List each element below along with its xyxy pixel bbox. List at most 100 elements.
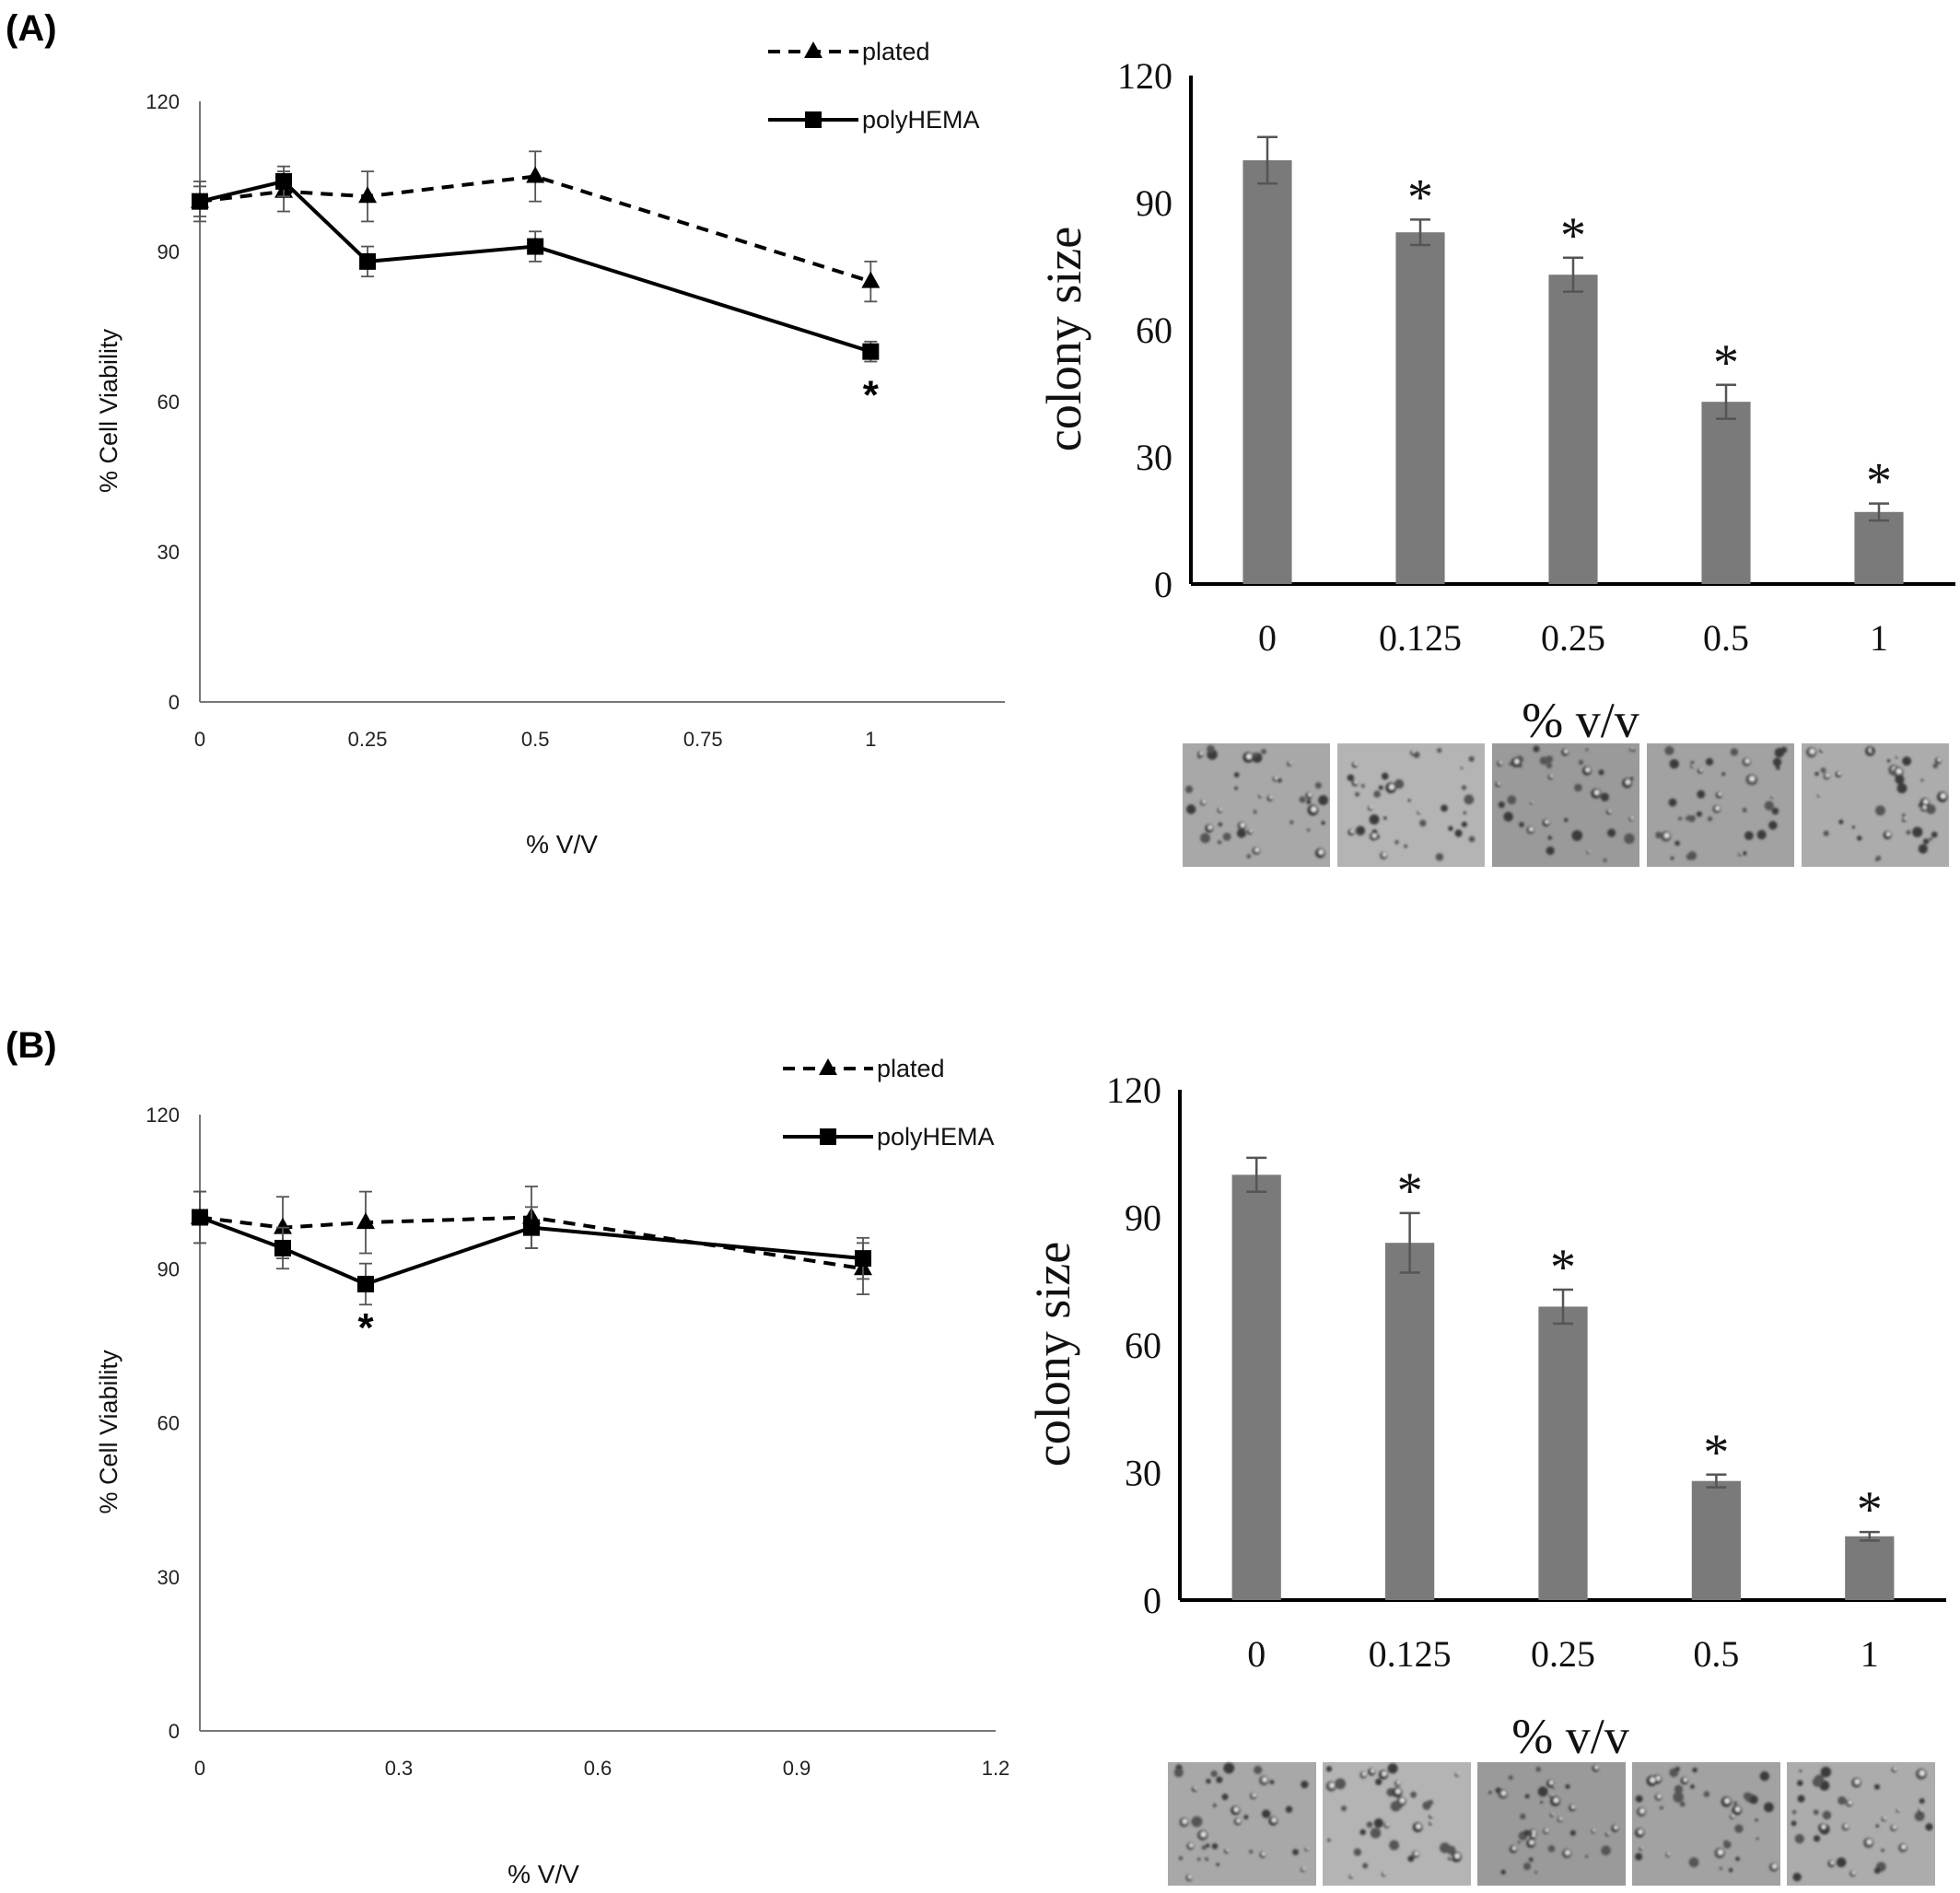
cell xyxy=(1598,769,1604,776)
cell xyxy=(1249,1849,1254,1854)
cell xyxy=(1791,1820,1797,1827)
cell-highlight xyxy=(1838,771,1841,776)
cell-highlight xyxy=(1318,849,1324,855)
cell xyxy=(1463,811,1467,815)
panel-b-label: (B) xyxy=(6,1025,57,1066)
cell xyxy=(1407,1855,1415,1863)
cell-highlight xyxy=(1531,801,1534,803)
cell xyxy=(1791,1809,1797,1815)
cell xyxy=(1366,1821,1373,1829)
cell xyxy=(1675,1766,1680,1771)
cell-highlight xyxy=(1529,826,1534,832)
cell-highlight xyxy=(1655,1776,1661,1782)
cell-highlight xyxy=(1896,768,1902,775)
cell-highlight xyxy=(1236,1818,1241,1823)
micrograph-cells xyxy=(1495,745,1636,862)
cell xyxy=(1759,1770,1770,1782)
cell-highlight xyxy=(1896,755,1899,757)
cell xyxy=(1629,777,1634,781)
cell-highlight xyxy=(1718,1849,1723,1855)
cell-highlight xyxy=(1937,757,1942,762)
cell xyxy=(1673,1792,1684,1803)
cell xyxy=(1742,851,1747,856)
y-axis-label: % Cell Viability xyxy=(95,1350,122,1514)
cell xyxy=(1534,1870,1538,1874)
cell-highlight xyxy=(1269,796,1273,800)
cell-highlight xyxy=(1588,850,1591,853)
x-tick-label: 1 xyxy=(1870,617,1888,659)
cell xyxy=(1373,790,1381,798)
cell xyxy=(1205,1843,1210,1848)
cell xyxy=(1488,1791,1492,1794)
cell xyxy=(1207,744,1215,754)
cell xyxy=(1373,1817,1383,1829)
cell xyxy=(1233,772,1240,777)
cell xyxy=(1269,1780,1275,1785)
x-tick-label: 0 xyxy=(194,728,205,751)
cell xyxy=(1822,1810,1832,1820)
cell xyxy=(1707,816,1713,822)
cell xyxy=(1185,804,1196,814)
cell xyxy=(1723,1840,1728,1844)
y-tick-label: 90 xyxy=(158,1257,180,1280)
cell xyxy=(1696,811,1702,817)
cell-highlight xyxy=(1551,1813,1555,1816)
cell xyxy=(1670,856,1674,860)
significance-marker: * xyxy=(1397,1163,1423,1220)
cell xyxy=(1655,831,1662,839)
cell xyxy=(1422,1801,1431,1810)
cell xyxy=(1419,819,1427,827)
cell-highlight xyxy=(1549,1780,1554,1785)
cell xyxy=(1730,748,1739,756)
cell-highlight xyxy=(1772,795,1774,798)
micrograph-cells xyxy=(1488,1764,1619,1875)
cell-highlight xyxy=(1418,811,1421,813)
cell xyxy=(1243,1814,1249,1820)
cell-highlight xyxy=(1692,764,1695,767)
data-point-square xyxy=(523,1219,540,1236)
cell xyxy=(1234,786,1238,790)
cell-highlight xyxy=(1311,806,1317,812)
cell xyxy=(1340,1805,1348,1812)
cell-highlight xyxy=(1545,1829,1549,1832)
cell-highlight xyxy=(1202,800,1206,804)
cell-highlight xyxy=(1663,833,1670,838)
panel-b-bar-chart: 0 30 60 90 120 0 0.125 * 0.25 * 0.5 * 1 * colony size%… xyxy=(1025,1069,1946,1886)
cell-highlight xyxy=(1550,1794,1553,1796)
x-tick-label: 0.5 xyxy=(1693,1633,1739,1675)
cell-highlight xyxy=(1450,1856,1452,1859)
cell-highlight xyxy=(1545,820,1549,824)
cell xyxy=(1191,1816,1203,1828)
data-point-triangle xyxy=(861,271,881,288)
cell xyxy=(1813,1809,1819,1816)
cell xyxy=(1678,816,1683,821)
cell xyxy=(1387,1763,1398,1774)
cell-highlight xyxy=(1689,813,1691,815)
cell xyxy=(1468,835,1476,843)
cell xyxy=(1537,1786,1548,1797)
significance-marker: * xyxy=(1407,169,1433,226)
cell-highlight xyxy=(1884,1817,1886,1820)
x-tick-label: 0.6 xyxy=(584,1757,612,1780)
cell xyxy=(1813,1835,1821,1842)
cell xyxy=(1306,799,1312,804)
y-tick-label: 60 xyxy=(1125,1325,1161,1366)
cell-highlight xyxy=(1499,761,1502,765)
cell xyxy=(1253,810,1257,814)
cell xyxy=(1799,1770,1802,1773)
cell xyxy=(1278,777,1282,783)
cell xyxy=(1578,759,1584,765)
significance-marker: * xyxy=(1857,1481,1883,1538)
y-tick-label: 0 xyxy=(169,691,180,714)
cell xyxy=(1517,1840,1521,1844)
cell xyxy=(1690,761,1695,765)
y-tick-label: 30 xyxy=(158,541,180,564)
cell xyxy=(1569,1829,1576,1836)
series-line-polyHEMA xyxy=(199,179,871,354)
cell xyxy=(1734,1824,1744,1833)
cell xyxy=(1763,1802,1774,1813)
cell-highlight xyxy=(1501,1791,1507,1796)
cell-highlight xyxy=(1188,1875,1192,1879)
cell-highlight xyxy=(1549,775,1553,777)
